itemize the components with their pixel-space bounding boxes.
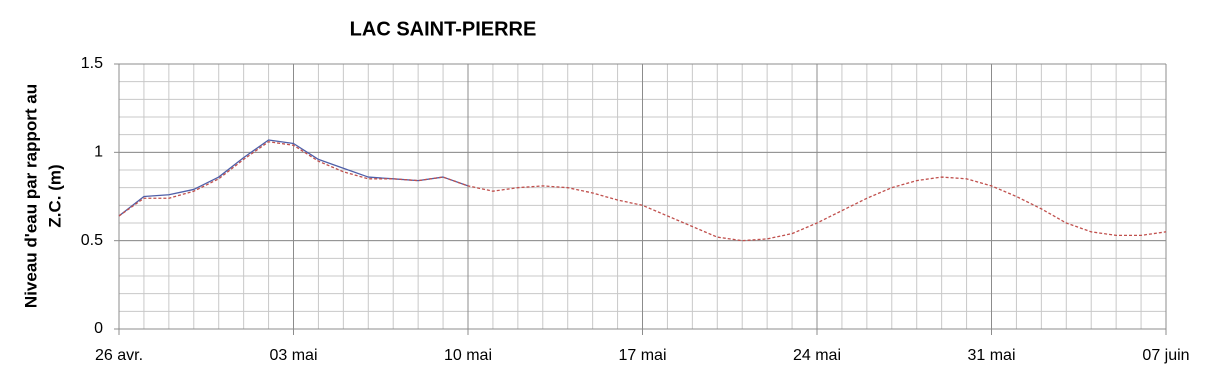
x-tick-label: 07 juin [1142,347,1189,364]
series-line [118,141,1167,242]
y-tick-label: 0.5 [81,232,103,249]
y-tick-label: 0 [94,320,103,337]
x-tick-label: 24 mai [793,347,841,364]
x-tick-label: 03 mai [269,347,317,364]
x-tick-label: 17 mai [618,347,666,364]
y-axis-label: Z.C. (m) [45,164,64,227]
y-axis-label: Niveau d'eau par rapport au [21,84,40,308]
x-tick-label: 10 mai [444,347,492,364]
y-tick-label: 1 [94,144,103,161]
y-tick-label: 1.5 [81,55,103,72]
x-tick-label: 26 avr. [95,347,143,364]
x-tick-label: 31 mai [967,347,1015,364]
chart-title: LAC SAINT-PIERRE [350,18,537,40]
